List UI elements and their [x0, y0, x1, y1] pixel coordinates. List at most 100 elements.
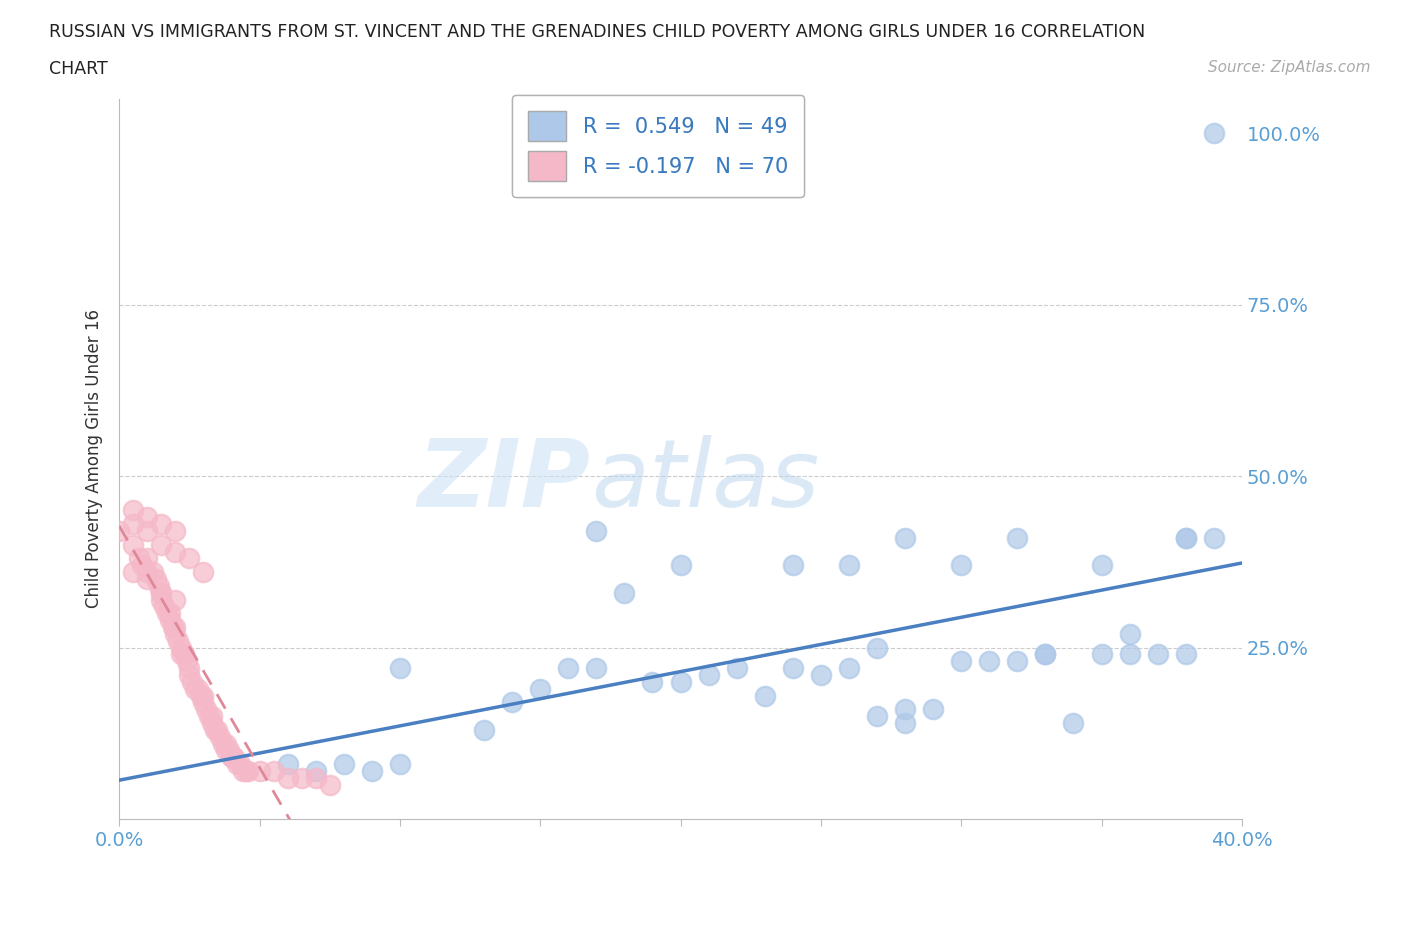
Point [136, 510, 159, 525]
Point [165, 619, 187, 634]
Point [472, 723, 495, 737]
Point [148, 578, 170, 593]
Text: RUSSIAN VS IMMIGRANTS FROM ST. VINCENT AND THE GRENADINES CHILD POVERTY AMONG GI: RUSSIAN VS IMMIGRANTS FROM ST. VINCENT A… [49, 23, 1146, 41]
Point [212, 737, 235, 751]
Point [165, 544, 187, 559]
Point [150, 585, 173, 600]
Point [235, 764, 257, 778]
Point [226, 757, 249, 772]
Point [388, 757, 411, 772]
Point [122, 517, 145, 532]
Point [333, 757, 356, 772]
Point [142, 565, 165, 579]
Point [156, 605, 179, 620]
Point [221, 750, 243, 764]
Point [150, 585, 173, 600]
Point [181, 674, 204, 689]
Point [1090, 558, 1112, 573]
Point [979, 654, 1001, 669]
Point [224, 750, 246, 764]
Point [950, 558, 973, 573]
Point [179, 660, 201, 675]
Point [165, 592, 187, 607]
Point [201, 715, 224, 730]
Point [725, 660, 748, 675]
Point [1007, 654, 1029, 669]
Point [221, 750, 243, 764]
Point [1202, 530, 1225, 545]
Point [136, 565, 159, 579]
Point [215, 737, 238, 751]
Point [122, 565, 145, 579]
Point [170, 647, 193, 662]
Point [221, 750, 243, 764]
Point [150, 592, 173, 607]
Point [1118, 627, 1140, 642]
Point [218, 743, 240, 758]
Point [388, 660, 411, 675]
Point [641, 674, 664, 689]
Point [179, 551, 201, 565]
Point [782, 660, 804, 675]
Point [207, 723, 229, 737]
Point [170, 640, 193, 655]
Point [585, 660, 607, 675]
Point [557, 660, 579, 675]
Point [159, 613, 181, 628]
Point [176, 654, 198, 669]
Point [204, 723, 226, 737]
Y-axis label: Child Poverty Among Girls Under 16: Child Poverty Among Girls Under 16 [86, 310, 103, 608]
Point [136, 551, 159, 565]
Point [131, 558, 153, 573]
Point [866, 640, 889, 655]
Point [215, 743, 238, 758]
Text: CHART: CHART [49, 60, 108, 78]
Point [150, 517, 173, 532]
Point [150, 538, 173, 552]
Point [1174, 647, 1197, 662]
Point [810, 668, 832, 683]
Point [922, 702, 945, 717]
Point [263, 764, 285, 778]
Point [229, 757, 252, 772]
Point [1174, 530, 1197, 545]
Point [669, 674, 692, 689]
Point [1118, 647, 1140, 662]
Point [613, 585, 636, 600]
Point [201, 709, 224, 724]
Point [162, 619, 184, 634]
Point [136, 524, 159, 538]
Point [238, 764, 260, 778]
Point [165, 524, 187, 538]
Point [277, 770, 299, 785]
Text: ZIP: ZIP [418, 434, 591, 526]
Point [319, 777, 342, 792]
Point [209, 729, 232, 744]
Point [360, 764, 382, 778]
Point [136, 572, 159, 587]
Point [193, 688, 215, 703]
Point [838, 660, 860, 675]
Point [1202, 126, 1225, 140]
Point [1035, 647, 1057, 662]
Point [950, 654, 973, 669]
Text: Source: ZipAtlas.com: Source: ZipAtlas.com [1208, 60, 1371, 75]
Point [165, 627, 187, 642]
Point [754, 688, 776, 703]
Point [291, 770, 314, 785]
Point [167, 633, 190, 648]
Point [305, 764, 328, 778]
Point [232, 764, 254, 778]
Point [277, 757, 299, 772]
Point [108, 524, 131, 538]
Point [838, 558, 860, 573]
Point [669, 558, 692, 573]
Point [159, 605, 181, 620]
Point [585, 524, 607, 538]
Point [1062, 715, 1084, 730]
Point [195, 702, 218, 717]
Point [894, 715, 917, 730]
Point [187, 682, 209, 697]
Point [249, 764, 271, 778]
Point [193, 565, 215, 579]
